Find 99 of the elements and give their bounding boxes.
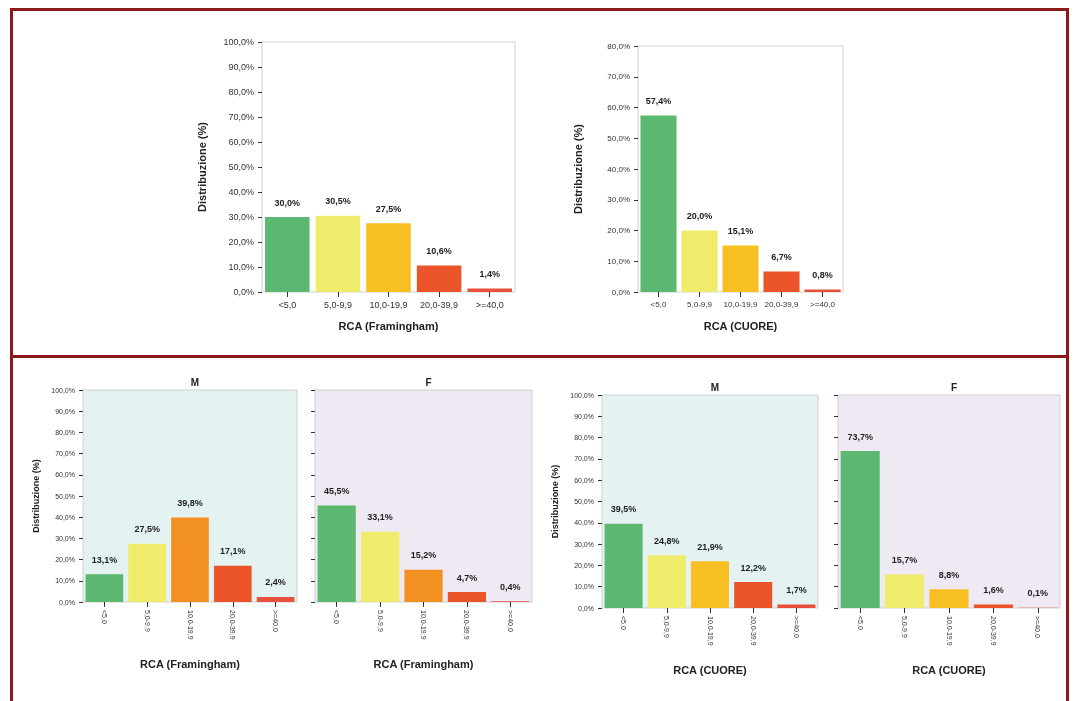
y-tick-label: 40,0% [607,164,630,174]
x-tick-label: 20,0-39,9 [420,299,459,310]
x-tick-label: 10,0-19,9 [723,299,758,309]
y-tick-label: 60,0% [607,103,630,112]
bar [604,523,643,608]
bar [722,245,759,292]
bar [171,517,209,602]
bar [404,569,443,602]
y-tick-label: 50,0% [228,162,254,172]
data-label: 4,7% [456,572,478,583]
bar [885,574,925,608]
data-label: 27,5% [134,524,160,535]
data-label: 30,0% [274,197,301,208]
bar [128,543,167,602]
y-tick-label: 40,0% [228,187,254,197]
y-tick-label: 90,0% [228,62,254,72]
data-label: 39,5% [610,504,637,515]
bar [447,592,486,602]
y-tick-label: 30,0% [607,195,630,205]
bar [361,531,400,602]
data-label: 39,8% [177,498,203,509]
x-axis-title: RCA (CUORE) [912,663,987,676]
y-tick-label: 0,0% [611,287,630,297]
bar [647,555,686,608]
x-tick-label: 10,0-19,9 [369,299,408,310]
chart-title: F [950,381,958,393]
data-label: 15,7% [891,555,918,566]
data-label: 10,6% [426,246,452,256]
data-label: 57,4% [645,96,672,106]
bar [213,565,252,602]
data-label: 15,1% [727,226,754,237]
bar [256,596,295,602]
x-tick-label: >=40,0 [475,299,504,310]
chart-title: M [190,376,200,388]
data-label: 45,5% [323,486,350,497]
bar [265,217,310,292]
data-label: 15,2% [410,550,437,561]
x-tick-label: <5,0 [278,299,297,310]
y-axis-title: Distribuzione (%) [571,123,584,214]
y-tick-label: 10,0% [607,256,630,266]
chart-title: F [425,376,432,388]
data-label: 24,8% [654,535,680,546]
bar [85,574,124,602]
bar [763,271,800,292]
y-tick-label: 30,0% [228,212,254,222]
y-axis-title: Distribuzione (%) [30,459,41,533]
bar [690,561,730,608]
x-axis-title: RCA (CUORE) [703,319,778,332]
data-label: 8,8% [938,569,960,580]
data-label: 2,4% [265,577,286,588]
bar [640,115,677,292]
bar [777,604,816,608]
chart-title: M [710,381,720,393]
bar [734,582,773,608]
data-label: 0,1% [1027,588,1049,599]
y-tick-label: 20,0% [607,226,630,235]
x-tick-label: >=40,0 [810,299,836,309]
data-label: 73,7% [847,431,873,442]
data-label: 17,1% [220,546,246,557]
data-label: 1,7% [786,584,807,595]
data-label: 30,5% [325,196,351,207]
y-tick-label: 70,0% [228,112,254,122]
bar [366,223,411,292]
y-tick-label: 80,0% [607,41,630,51]
x-axis-title: RCA (Framingham) [373,657,474,670]
y-tick-label: 10,0% [228,262,254,272]
data-label: 6,7% [771,251,792,262]
y-tick-label: 20,0% [228,237,254,247]
data-label: 13,1% [91,554,118,565]
data-label: 20,0% [686,211,713,221]
y-tick-label: 50,0% [607,133,630,143]
y-tick-label: 70,0% [607,72,630,82]
bar [840,451,880,608]
bar [929,589,969,608]
bar [681,230,718,292]
x-tick-label: 20,0-39,9 [764,299,799,309]
data-label: 21,9% [697,541,723,552]
bar [416,265,462,292]
data-label: 33,1% [367,512,393,523]
x-tick-label: 5,0-9,9 [687,299,713,309]
data-label: 1,4% [479,269,500,279]
data-label: 0,4% [500,581,521,592]
data-label: 27,5% [375,203,402,214]
bar [317,505,356,602]
y-tick-label: 0,0% [233,287,254,297]
y-tick-label: 80,0% [228,87,254,97]
data-label: 12,2% [740,562,766,573]
y-tick-label: 60,0% [228,137,254,147]
y-axis-title: Distribuzione (%) [549,464,560,539]
x-axis-title: RCA (Framingham) [140,657,241,670]
x-tick-label: <5,0 [650,299,667,309]
data-label: 1,6% [983,585,1004,596]
y-tick-label: 100,0% [223,37,254,47]
x-axis-title: RCA (CUORE) [673,663,748,676]
data-label: 0,8% [812,270,833,281]
x-tick-label: 5,0-9,9 [323,299,352,310]
y-axis-title: Distribuzione (%) [195,121,208,212]
bar [315,215,361,292]
x-axis-title: RCA (Framingham) [338,319,439,332]
